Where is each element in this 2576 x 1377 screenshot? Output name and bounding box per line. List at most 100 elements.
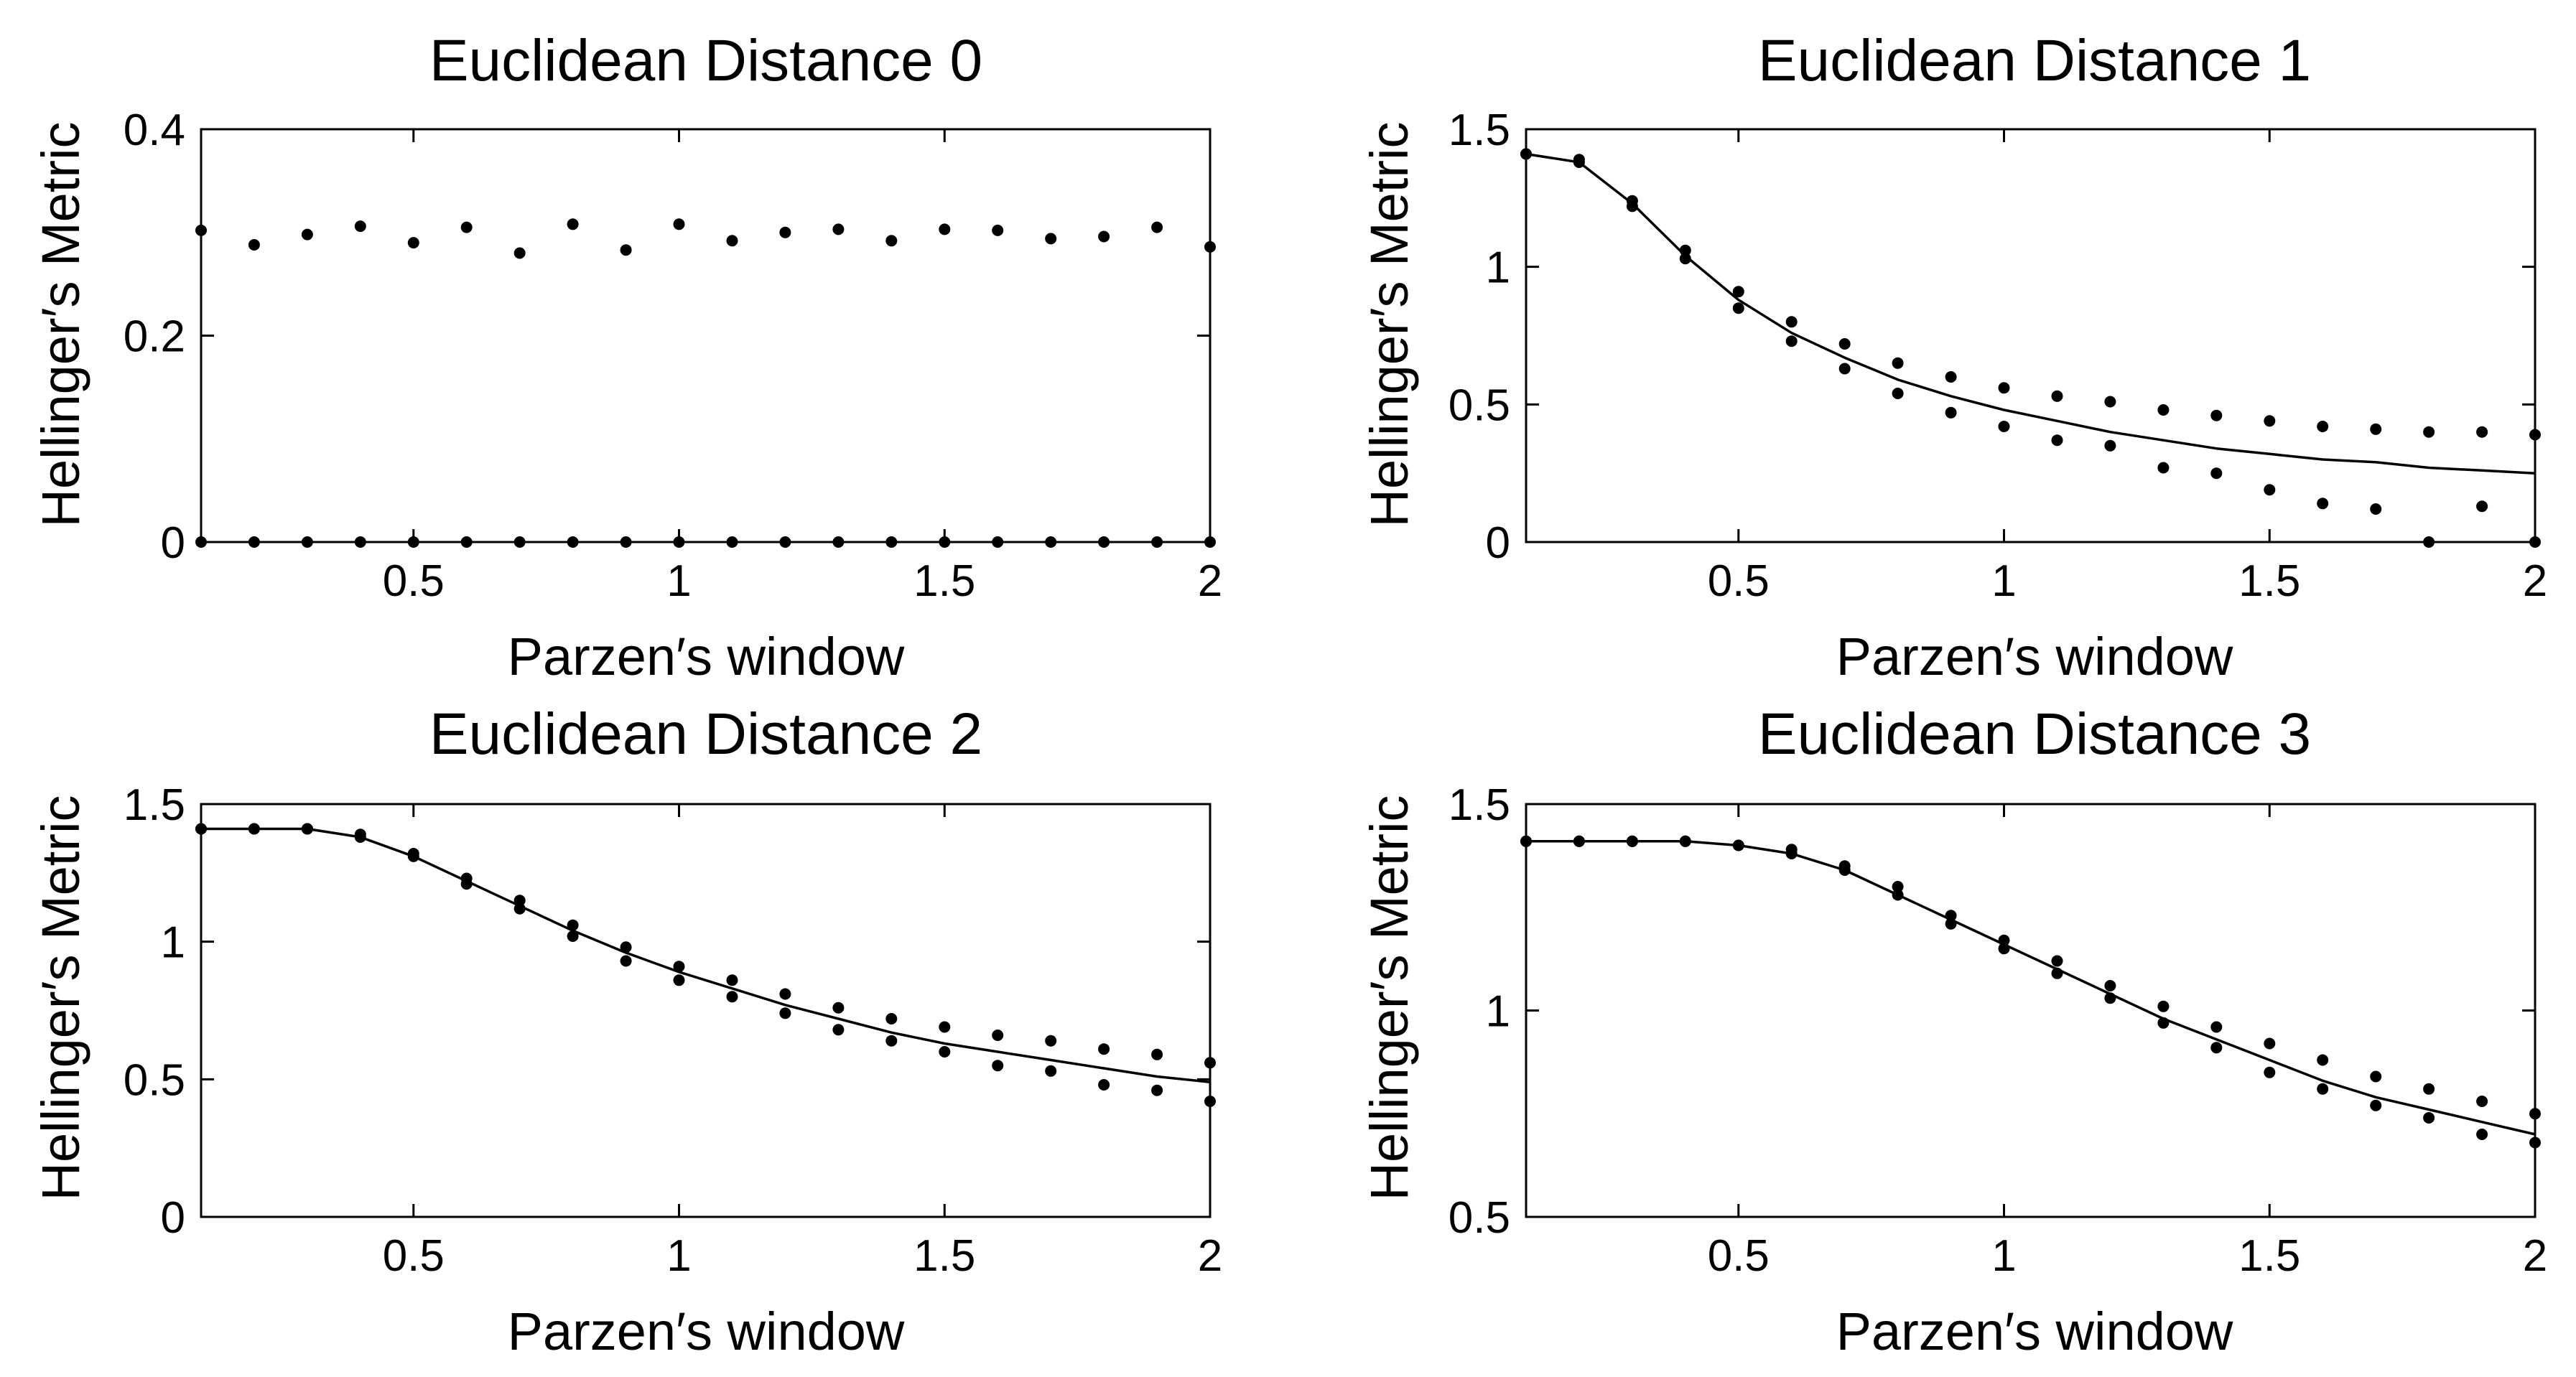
data-point-lower-points xyxy=(301,823,313,835)
data-point-upper-points xyxy=(2423,426,2435,438)
data-point-upper-points xyxy=(2476,1096,2488,1107)
data-point-upper-points xyxy=(992,1030,1004,1041)
plot-marks xyxy=(1520,148,2541,548)
data-point-lower-points xyxy=(726,991,738,1003)
data-point-upper-points xyxy=(1892,357,1904,369)
y-tick-label: 0 xyxy=(161,518,185,568)
data-point-lower-points xyxy=(1838,864,1851,876)
data-point-upper-points xyxy=(460,221,473,233)
y-tick-label: 0.5 xyxy=(1449,1193,1510,1243)
data-point-upper-points xyxy=(779,226,791,238)
data-point-lower-points xyxy=(1151,1084,1163,1096)
x-axis-label: Parzen′s window xyxy=(508,1302,905,1361)
panel-euclidean-distance-2: Euclidean Distance 2 Parzen′s window Hel… xyxy=(31,701,1222,1361)
x-tick-label: 2 xyxy=(1198,556,1222,606)
data-point-upper-points xyxy=(567,919,579,931)
x-axis-label: Parzen′s window xyxy=(508,627,905,686)
plot-frame xyxy=(1525,128,2537,543)
data-point-upper-points xyxy=(354,220,366,233)
data-point-lower-points xyxy=(1945,918,1957,930)
y-axis-label: Hellinger′s Metric xyxy=(31,122,90,528)
data-point-upper-points xyxy=(726,974,738,986)
data-point-lower-points xyxy=(1098,1079,1110,1091)
data-point-lower-points xyxy=(354,831,366,843)
chart-title: Euclidean Distance 0 xyxy=(429,28,982,93)
data-point-lower-points xyxy=(1679,835,1691,847)
axis-ticks: 0.5 1 1.5 2 0 0.5 1 1.5 xyxy=(124,780,1222,1281)
axis-ticks: 0.5 1 1.5 2 0 0.2 0.4 xyxy=(124,106,1222,606)
data-point-lower-points xyxy=(1945,406,1957,419)
chart-title: Euclidean Distance 3 xyxy=(1758,701,2311,767)
data-point-upper-points xyxy=(2104,980,2116,991)
data-point-lower-points xyxy=(939,1046,951,1058)
data-point-lower-points xyxy=(1732,302,1744,314)
x-tick-label: 1 xyxy=(1991,1231,2016,1281)
data-point-lower-points xyxy=(1573,157,1585,168)
data-point-upper-points xyxy=(673,961,685,973)
data-point-lower-points xyxy=(1679,253,1691,265)
data-point-upper-points xyxy=(779,988,791,1000)
data-point-upper-points xyxy=(1838,338,1851,350)
data-point-upper-points xyxy=(726,235,738,247)
data-point-upper-points xyxy=(2157,404,2170,416)
data-point-lower-points xyxy=(2370,1099,2382,1111)
panel-euclidean-distance-1: Euclidean Distance 1 Parzen′s window Hel… xyxy=(1359,28,2547,686)
data-point-lower-points xyxy=(2264,1066,2276,1078)
x-tick-label: 1 xyxy=(666,1231,691,1281)
data-point-lower-points xyxy=(1998,421,2010,432)
data-point-upper-points xyxy=(1945,910,1957,922)
data-point-lower-points xyxy=(2104,992,2116,1004)
fit-line xyxy=(1526,840,2536,1136)
fit-line xyxy=(1525,152,2536,475)
data-point-upper-points xyxy=(513,895,526,907)
x-axis-label: Parzen′s window xyxy=(1836,1302,2233,1361)
data-point-lower-points xyxy=(407,850,419,862)
data-point-upper-points xyxy=(2423,1083,2435,1095)
data-point-upper-points xyxy=(567,218,579,230)
y-tick-label: 0.2 xyxy=(124,312,185,362)
data-point-upper-points xyxy=(885,1013,898,1024)
data-point-lower-points xyxy=(1892,889,1904,901)
data-point-upper-points xyxy=(2051,390,2063,402)
panel-euclidean-distance-0: Euclidean Distance 0 Parzen′s window Hel… xyxy=(31,28,1222,686)
data-point-lower-points xyxy=(1892,388,1904,399)
x-tick-label: 2 xyxy=(1198,1231,1222,1281)
data-point-upper-points xyxy=(832,1002,845,1014)
data-point-lower-points xyxy=(2210,1042,2223,1054)
data-point-upper-points xyxy=(885,235,898,247)
y-axis-label: Hellinger′s Metric xyxy=(1359,122,1419,528)
data-point-upper-points xyxy=(2210,1021,2223,1033)
data-point-lower-points xyxy=(2157,462,2170,474)
data-point-upper-points xyxy=(1998,934,2010,946)
y-tick-label: 0 xyxy=(161,1193,185,1243)
chart-title: Euclidean Distance 1 xyxy=(1758,28,2311,93)
data-point-upper-points xyxy=(1785,316,1798,328)
data-point-lower-points xyxy=(1045,1065,1057,1077)
data-point-lower-points xyxy=(248,823,260,835)
data-point-upper-points xyxy=(1151,1048,1163,1060)
plot-marks xyxy=(195,823,1216,1107)
y-tick-label: 0 xyxy=(1486,518,1510,568)
panel-euclidean-distance-3: Euclidean Distance 3 Parzen′s window Hel… xyxy=(1359,701,2547,1361)
data-point-upper-points xyxy=(2370,1070,2382,1083)
data-point-upper-points xyxy=(2104,396,2116,408)
data-point-upper-points xyxy=(513,247,526,259)
data-point-lower-points xyxy=(567,930,579,942)
data-point-lower-points xyxy=(2423,1112,2435,1124)
x-tick-label: 2 xyxy=(2523,556,2547,606)
data-point-lower-points xyxy=(832,1024,845,1036)
data-point-upper-points xyxy=(832,223,845,235)
x-tick-label: 1.5 xyxy=(913,556,975,606)
data-point-lower-points xyxy=(2104,439,2116,452)
data-point-upper-points xyxy=(301,228,313,241)
data-point-upper-points xyxy=(2476,426,2488,438)
y-axis-label: Hellinger′s Metric xyxy=(31,795,90,1201)
data-point-lower-points xyxy=(1626,835,1638,847)
plot-marks xyxy=(1520,835,2541,1149)
y-tick-label: 1.5 xyxy=(1449,780,1510,830)
data-point-upper-points xyxy=(620,941,632,953)
plot-frame xyxy=(200,128,1212,543)
data-point-upper-points xyxy=(1892,881,1904,892)
